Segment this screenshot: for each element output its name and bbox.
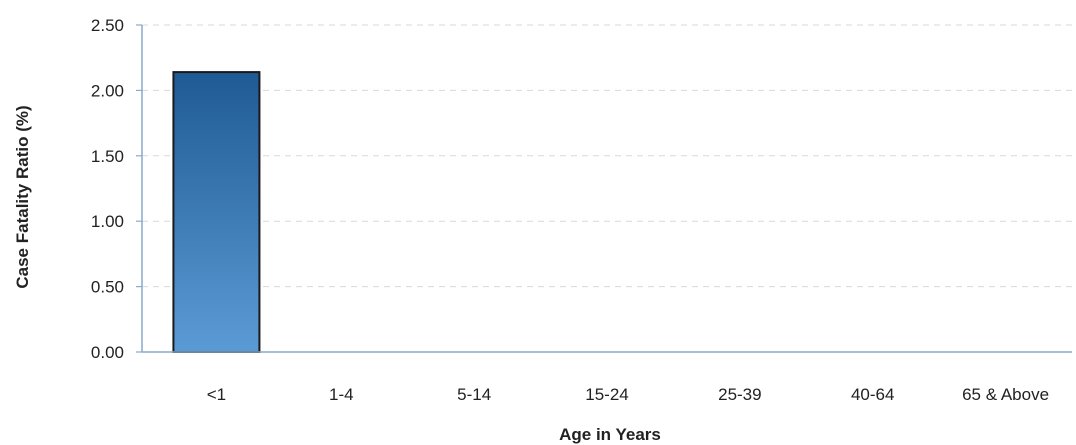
x-tick-label: <1 <box>207 385 226 404</box>
y-tick-label: 1.50 <box>91 147 124 166</box>
y-tick-labels: 0.00 0.50 1.00 1.50 2.00 2.50 <box>91 16 124 362</box>
y-tick-label: 0.00 <box>91 343 124 362</box>
axes <box>136 24 1072 353</box>
bar <box>172 71 261 353</box>
bars <box>172 71 261 353</box>
y-tick-label: 0.50 <box>91 278 124 297</box>
x-tick-label: 40-64 <box>851 385 894 404</box>
y-tick-label: 2.50 <box>91 16 124 35</box>
x-tick-label: 5-14 <box>457 385 491 404</box>
x-tick-label: 65 & Above <box>962 385 1049 404</box>
x-tick-label: 1-4 <box>329 385 354 404</box>
x-tick-label: 15-24 <box>585 385 628 404</box>
y-tick-label: 2.00 <box>91 81 124 100</box>
gridlines <box>142 24 1072 288</box>
x-tick-label: 25-39 <box>718 385 761 404</box>
x-axis-title: Age in Years <box>559 425 661 444</box>
x-tick-labels: <1 1-4 5-14 15-24 25-39 40-64 65 & Above <box>207 385 1049 404</box>
y-tick-label: 1.00 <box>91 212 124 231</box>
y-axis-title: Case Fatality Ratio (%) <box>13 105 32 288</box>
